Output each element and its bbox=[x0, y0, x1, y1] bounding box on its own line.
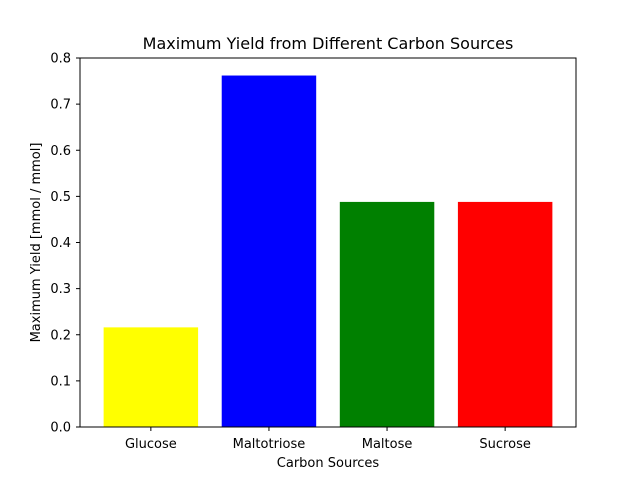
y-tick-label: 0.2 bbox=[50, 328, 71, 343]
bar-glucose bbox=[103, 327, 199, 427]
x-tick-label-sucrose: Sucrose bbox=[479, 437, 530, 452]
y-tick-label: 0.3 bbox=[50, 282, 71, 297]
y-tick-label: 0.4 bbox=[50, 236, 71, 251]
x-tick-label-glucose: Glucose bbox=[125, 437, 177, 452]
y-axis-ticks: 0.0 0.1 0.2 0.3 0.4 0.5 0.6 0.7 0.8 bbox=[50, 52, 80, 436]
bar-maltose bbox=[339, 201, 435, 427]
y-tick-label: 0.5 bbox=[50, 190, 71, 205]
x-tick-label-maltose: Maltose bbox=[362, 437, 413, 452]
y-tick-label: 0.6 bbox=[50, 144, 71, 159]
x-axis-label: Carbon Sources bbox=[277, 456, 380, 471]
y-tick-label: 0.7 bbox=[50, 98, 71, 113]
bars-group bbox=[103, 75, 553, 427]
chart-title: Maximum Yield from Different Carbon Sour… bbox=[143, 34, 514, 53]
x-tick-label-maltotriose: Maltotriose bbox=[233, 437, 306, 452]
x-axis-ticks: Glucose Maltotriose Maltose Sucrose bbox=[125, 427, 531, 452]
plot-area-frame bbox=[79, 57, 577, 428]
y-tick-label: 0.8 bbox=[50, 52, 71, 67]
y-axis-label: Maximum Yield [mmol / mmol] bbox=[29, 143, 44, 343]
bar-maltotriose bbox=[221, 75, 317, 427]
bar-sucrose bbox=[457, 201, 553, 427]
y-tick-label: 0.0 bbox=[50, 421, 71, 436]
y-tick-label: 0.1 bbox=[50, 374, 71, 389]
